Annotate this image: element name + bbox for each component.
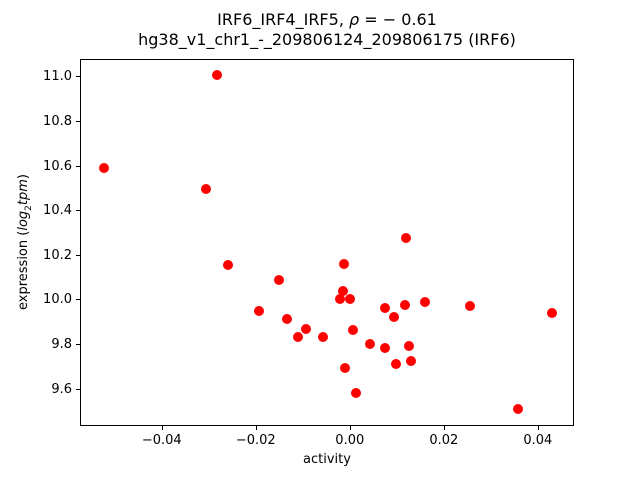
x-tick-mark xyxy=(161,426,163,430)
x-tick-label: 0.00 xyxy=(335,433,365,448)
y-tick-label: 9.6 xyxy=(51,381,72,397)
data-point xyxy=(388,312,399,323)
y-tick-label: 10.4 xyxy=(43,203,72,219)
title-gene-names: IRF6_IRF4_IRF5, xyxy=(217,10,349,29)
data-point xyxy=(406,355,417,366)
data-point xyxy=(340,362,351,373)
x-tick-mark xyxy=(349,426,351,430)
chart-title: IRF6_IRF4_IRF5, ρ = − 0.61 hg38_v1_chr1_… xyxy=(80,10,574,50)
data-point xyxy=(211,70,222,81)
x-tick-label: 0.04 xyxy=(523,433,553,448)
data-point xyxy=(401,233,412,244)
data-point xyxy=(419,296,430,307)
data-point xyxy=(351,387,362,398)
data-point xyxy=(364,339,375,350)
chart-title-line2: hg38_v1_chr1_-_209806124_209806175 (IRF6… xyxy=(138,30,516,49)
rho-symbol: ρ xyxy=(348,10,360,29)
data-point xyxy=(338,259,349,270)
y-label-tpm: tpm xyxy=(16,179,32,206)
data-point xyxy=(464,301,475,312)
x-tick-label: −0.02 xyxy=(235,433,276,448)
title-rho-value: = − 0.61 xyxy=(359,10,437,29)
y-label-prefix: expression ( xyxy=(16,230,32,310)
data-point xyxy=(513,404,524,415)
y-axis-label: expression (log2tpm) xyxy=(16,174,34,310)
y-tick-mark xyxy=(76,120,80,122)
data-point xyxy=(338,285,349,296)
data-point xyxy=(404,341,415,352)
y-tick-mark xyxy=(76,388,80,390)
y-tick-mark xyxy=(76,254,80,256)
data-point xyxy=(281,314,292,325)
data-point xyxy=(293,332,304,343)
x-tick-mark xyxy=(537,426,539,430)
chart-title-line1: IRF6_IRF4_IRF5, ρ = − 0.61 xyxy=(80,10,574,30)
x-tick-mark xyxy=(255,426,257,430)
data-point xyxy=(318,332,328,343)
y-label-suffix: ) xyxy=(16,174,32,180)
data-point xyxy=(380,302,391,313)
y-tick-mark xyxy=(76,343,80,345)
y-label-log-subscript: 2 xyxy=(23,205,34,211)
x-tick-label: −0.04 xyxy=(141,433,182,448)
y-tick-mark xyxy=(76,299,80,301)
x-tick-label: 0.02 xyxy=(429,433,459,448)
data-point xyxy=(348,324,359,335)
data-point xyxy=(547,308,558,319)
data-point xyxy=(273,275,284,286)
data-point xyxy=(379,342,390,353)
x-axis-label: activity xyxy=(303,452,351,467)
y-tick-label: 10.8 xyxy=(43,113,72,129)
y-tick-label: 10.0 xyxy=(43,292,72,308)
data-point xyxy=(334,294,345,305)
y-tick-label: 10.6 xyxy=(43,158,72,174)
y-tick-mark xyxy=(76,165,80,167)
y-label-log: log xyxy=(16,210,32,231)
data-point xyxy=(344,294,355,305)
data-point xyxy=(399,299,410,310)
y-tick-mark xyxy=(76,76,80,78)
data-point xyxy=(301,323,312,334)
data-point xyxy=(223,260,234,271)
y-tick-label: 10.2 xyxy=(43,247,72,263)
y-tick-mark xyxy=(76,210,80,212)
x-tick-mark xyxy=(443,426,445,430)
data-point xyxy=(98,163,109,174)
data-point xyxy=(391,359,402,370)
data-point xyxy=(254,306,265,317)
y-tick-label: 9.8 xyxy=(51,336,72,352)
y-tick-label: 11.0 xyxy=(43,69,72,85)
plot-area xyxy=(80,59,574,426)
data-point xyxy=(200,184,211,195)
